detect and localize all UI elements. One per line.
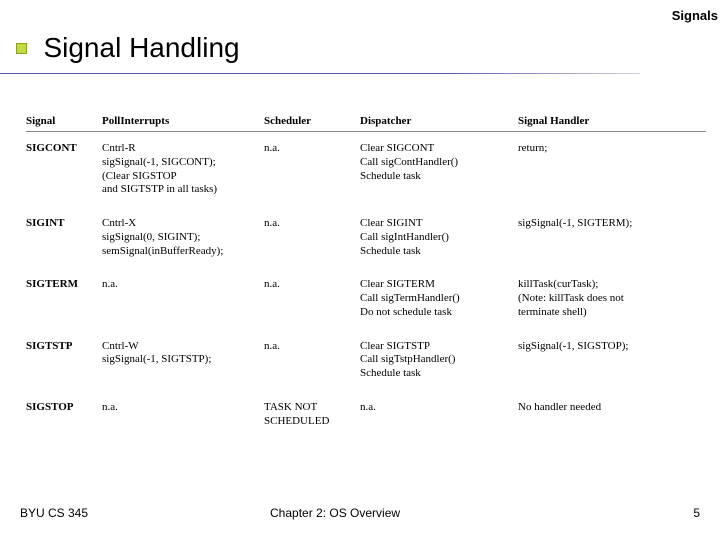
cell-scheduler: n.a.	[264, 217, 360, 258]
footer-course: BYU CS 345	[20, 506, 240, 520]
col-header-scheduler: Scheduler	[264, 115, 360, 127]
cell-signal: SIGTERM	[26, 278, 102, 319]
cell-signal: SIGINT	[26, 217, 102, 258]
col-header-handler: Signal Handler	[518, 115, 698, 127]
cell-poll: n.a.	[102, 278, 264, 319]
col-header-signal: Signal	[26, 115, 102, 127]
cell-handler: No handler needed	[518, 401, 698, 429]
footer: BYU CS 345 Chapter 2: OS Overview 5	[20, 506, 700, 520]
title-underline	[0, 73, 640, 74]
cell-handler: return;	[518, 142, 698, 197]
table-row: SIGCONTCntrl-RsigSignal(-1, SIGCONT);(Cl…	[26, 142, 706, 197]
col-header-dispatcher: Dispatcher	[360, 115, 518, 127]
table-row: SIGTERMn.a.n.a.Clear SIGTERMCall sigTerm…	[26, 278, 706, 319]
footer-chapter: Chapter 2: OS Overview	[240, 506, 640, 520]
cell-scheduler: n.a.	[264, 278, 360, 319]
footer-page-number: 5	[640, 506, 700, 520]
table-row: SIGSTOPn.a.TASK NOTSCHEDULEDn.a.No handl…	[26, 401, 706, 429]
slide-title: Signal Handling	[43, 32, 239, 63]
cell-dispatcher: Clear SIGTSTPCall sigTstpHandler()Schedu…	[360, 340, 518, 381]
header-tag: Signals	[672, 8, 718, 23]
cell-dispatcher: Clear SIGINTCall sigIntHandler()Schedule…	[360, 217, 518, 258]
col-header-poll: PollInterrupts	[102, 115, 264, 127]
cell-signal: SIGSTOP	[26, 401, 102, 429]
table-row: SIGINTCntrl-XsigSignal(0, SIGINT);semSig…	[26, 217, 706, 258]
cell-handler: sigSignal(-1, SIGTERM);	[518, 217, 698, 258]
cell-poll: Cntrl-WsigSignal(-1, SIGTSTP);	[102, 340, 264, 381]
cell-dispatcher: n.a.	[360, 401, 518, 429]
table-header-row: Signal PollInterrupts Scheduler Dispatch…	[26, 115, 706, 132]
table-row: SIGTSTPCntrl-WsigSignal(-1, SIGTSTP);n.a…	[26, 340, 706, 381]
cell-handler: killTask(curTask);(Note: killTask does n…	[518, 278, 698, 319]
cell-handler: sigSignal(-1, SIGSTOP);	[518, 340, 698, 381]
cell-scheduler: TASK NOTSCHEDULED	[264, 401, 360, 429]
cell-dispatcher: Clear SIGTERMCall sigTermHandler()Do not…	[360, 278, 518, 319]
title-bullet-icon	[16, 43, 27, 54]
slide-title-area: Signal Handling	[16, 32, 240, 64]
cell-poll: n.a.	[102, 401, 264, 429]
cell-signal: SIGCONT	[26, 142, 102, 197]
cell-poll: Cntrl-RsigSignal(-1, SIGCONT);(Clear SIG…	[102, 142, 264, 197]
cell-dispatcher: Clear SIGCONTCall sigContHandler()Schedu…	[360, 142, 518, 197]
cell-scheduler: n.a.	[264, 142, 360, 197]
signal-table: Signal PollInterrupts Scheduler Dispatch…	[26, 115, 706, 448]
cell-scheduler: n.a.	[264, 340, 360, 381]
cell-signal: SIGTSTP	[26, 340, 102, 381]
cell-poll: Cntrl-XsigSignal(0, SIGINT);semSignal(in…	[102, 217, 264, 258]
